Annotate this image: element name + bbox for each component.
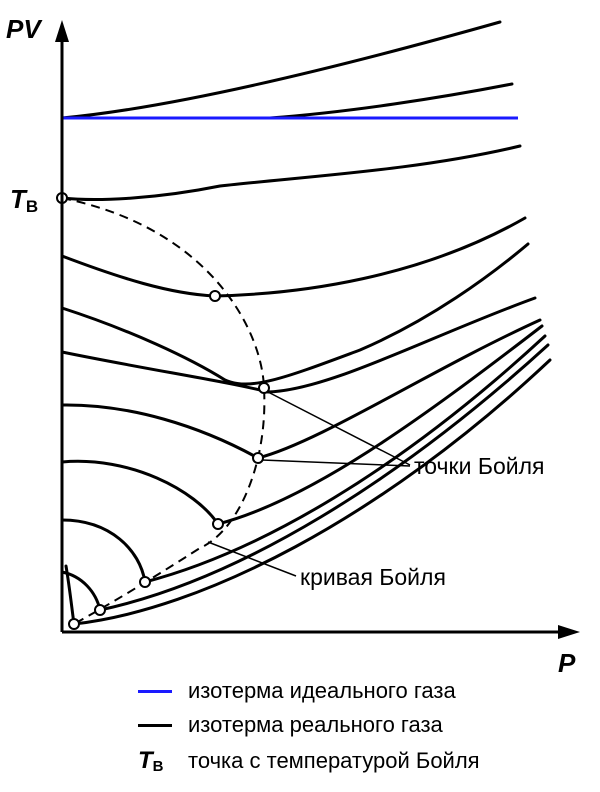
- leader-lines: [207, 391, 411, 577]
- boyle-point: [68, 618, 80, 630]
- legend-label-ideal: изотерма идеального газа: [188, 678, 456, 703]
- real-isotherms: [60, 20, 552, 626]
- boyle-point: [209, 290, 221, 302]
- real-isotherm-tb: [60, 144, 522, 201]
- axis-arrows: [55, 20, 580, 639]
- boyle-curve: [61, 197, 266, 625]
- leader-boyle-points-1: [267, 391, 411, 466]
- boyle-point: [94, 604, 106, 616]
- y-axis-title: PV: [6, 14, 43, 44]
- legend-swatch-real: [138, 723, 172, 727]
- x-axis-title: P: [558, 648, 576, 678]
- annotation-boyle-points: точки Бойля: [414, 453, 544, 479]
- legend-item-ideal: изотерма идеального газа: [138, 676, 456, 706]
- real-isotherm-10: [60, 343, 550, 612]
- tb-subscript: B: [26, 197, 38, 216]
- tb-axis-label: TB: [10, 184, 38, 216]
- real-isotherm-1: [60, 20, 502, 120]
- x-axis-arrow: [558, 625, 580, 639]
- boyle-point: [212, 518, 224, 530]
- real-isotherm-11: [64, 358, 552, 626]
- legend-item-tb: TB точка с температурой Бойля: [138, 746, 480, 776]
- axes: [60, 30, 568, 634]
- tb-letter: T: [10, 184, 28, 214]
- legend-label-real: изотерма реального газа: [188, 712, 443, 737]
- real-isotherm-8: [60, 324, 544, 526]
- legend-swatch-ideal: [138, 689, 172, 693]
- real-isotherm-6: [60, 296, 537, 394]
- real-isotherm-5: [60, 242, 530, 386]
- legend-item-real: изотерма реального газа: [138, 710, 443, 740]
- y-axis-arrow: [55, 20, 69, 42]
- leader-boyle-points-2: [261, 459, 411, 467]
- boyle-point: [258, 382, 270, 394]
- legend-tb-symbol: TB: [138, 747, 164, 775]
- annotation-boyle-curve: кривая Бойля: [300, 564, 446, 590]
- real-isotherm-7: [60, 318, 542, 460]
- leader-boyle-curve: [207, 541, 297, 577]
- real-isotherm-4: [60, 216, 527, 298]
- real-isotherm-2: [268, 82, 514, 120]
- legend-label-tb: точка с температурой Бойля: [188, 748, 480, 773]
- boyle-point: [139, 576, 151, 588]
- boyle-point: [252, 452, 264, 464]
- real-isotherm-9: [60, 334, 547, 584]
